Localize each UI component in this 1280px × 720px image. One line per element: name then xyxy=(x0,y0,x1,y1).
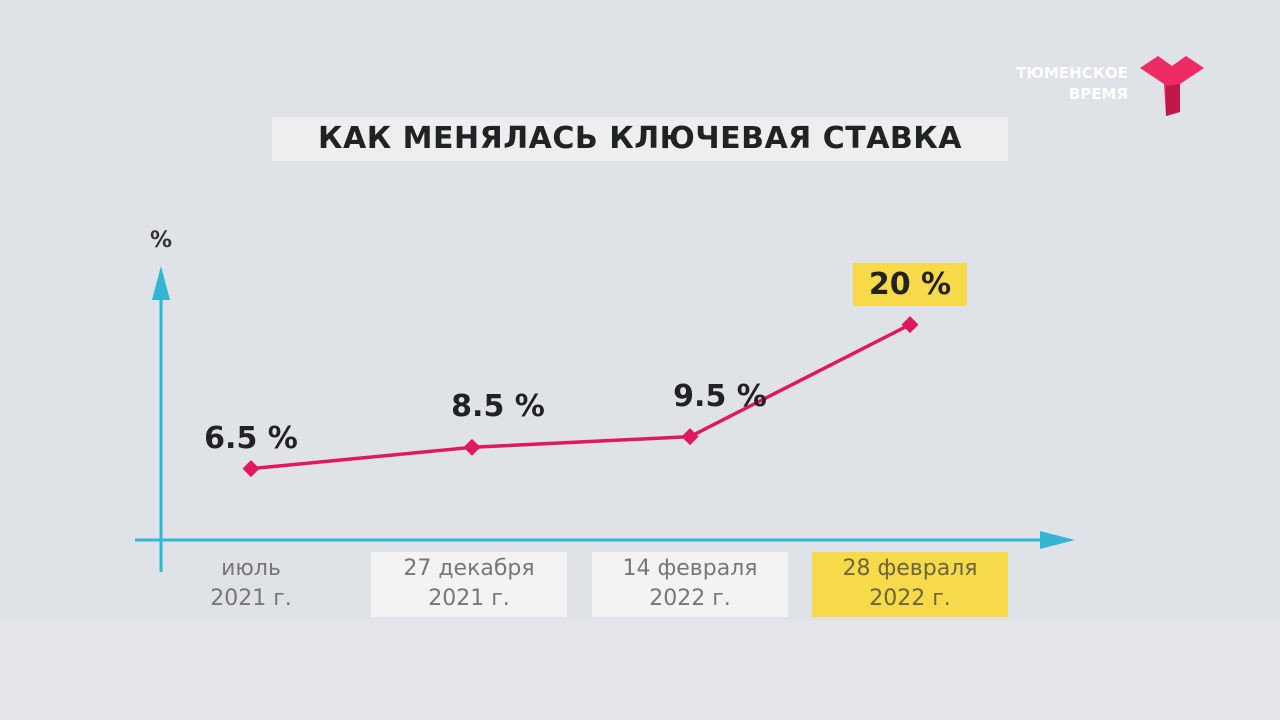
x-tick-label-line: 2021 г. xyxy=(428,586,510,611)
y-axis-label: % xyxy=(150,228,173,253)
data-label-0: 6.5 % xyxy=(204,420,298,456)
y-axis-arrow xyxy=(152,266,170,300)
logo-line-2: ВРЕМЯ xyxy=(1068,85,1128,103)
x-tick-label-2: 14 февраля 2022 г. xyxy=(592,552,788,617)
data-label-2: 9.5 % xyxy=(673,378,767,414)
x-tick-label-line: 28 февраля xyxy=(842,556,978,581)
x-tick-label-line: 27 декабря xyxy=(403,556,535,581)
x-tick-label-line: 2021 г. xyxy=(210,586,292,611)
x-tick-label-1: 27 декабря 2021 г. xyxy=(371,552,567,617)
x-tick-label-3: 28 февраля 2022 г. xyxy=(812,552,1008,617)
logo-text: ТЮМЕНСКОЕ ВРЕМЯ xyxy=(980,63,1128,105)
x-tick-label-0: июль 2021 г. xyxy=(153,552,349,617)
logo-icon xyxy=(1140,56,1204,116)
data-point-1 xyxy=(463,438,481,456)
series-line xyxy=(250,323,911,471)
chart-title: КАК МЕНЯЛАСЬ КЛЮЧЕВАЯ СТАВКА xyxy=(272,117,1008,161)
data-label-3: 20 % xyxy=(852,262,968,306)
background-band xyxy=(0,620,1280,720)
data-point-3 xyxy=(901,316,919,334)
x-tick-label-line: 14 февраля xyxy=(622,556,758,581)
x-tick-label-line: 2022 г. xyxy=(649,586,731,611)
x-axis-arrow xyxy=(1040,531,1075,549)
x-tick-label-line: июль xyxy=(221,556,281,581)
data-point-2 xyxy=(681,428,699,446)
logo-line-1: ТЮМЕНСКОЕ xyxy=(1016,64,1128,82)
data-point-0 xyxy=(242,460,260,478)
x-tick-label-line: 2022 г. xyxy=(869,586,951,611)
data-label-1: 8.5 % xyxy=(451,389,545,425)
